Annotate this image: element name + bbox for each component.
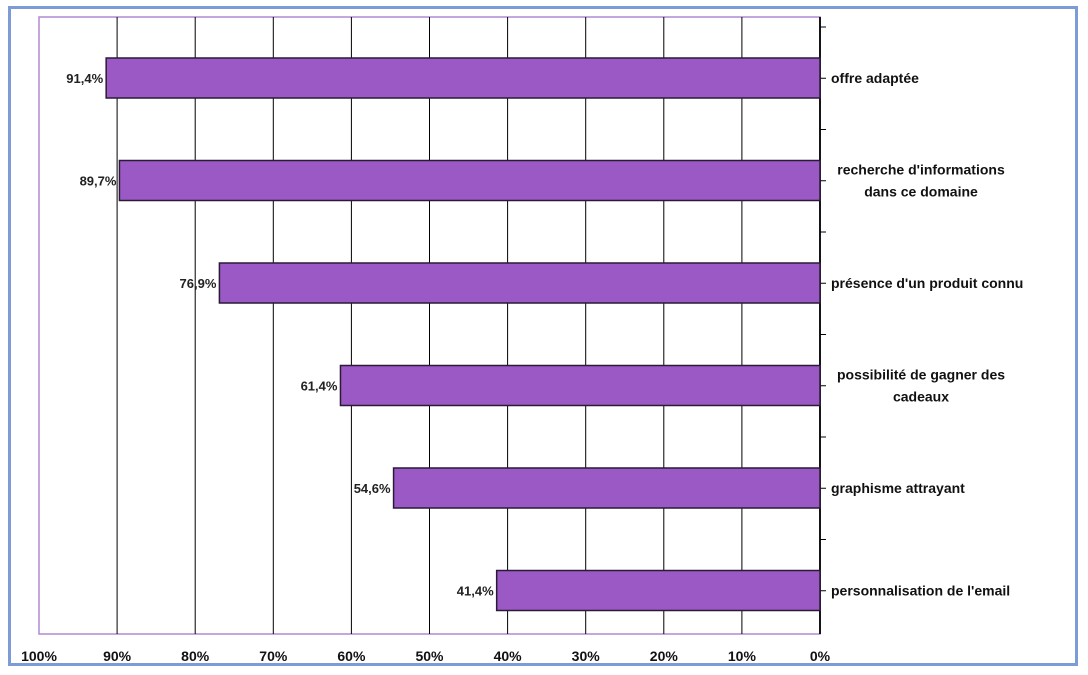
category-label: présence d'un produit connu [831,275,1023,291]
x-tick-label: 60% [337,648,366,663]
x-tick-label: 70% [259,648,288,663]
x-tick-label: 20% [650,648,679,663]
bar-2 [118,159,821,202]
bar-6 [495,569,821,612]
x-tick-label: 40% [494,648,523,663]
bar-5 [392,467,821,509]
chart-frame: 91,4% offre adaptée 89,7% recherche d'infor… [8,6,1078,666]
bar-3 [218,262,821,304]
x-tick-label: 0% [810,648,831,663]
category-label: personnalisation de l'email [831,583,1010,599]
bar-1 [105,57,821,99]
x-tick-label: 100% [21,648,57,663]
bar-value-label: 89,7% [80,174,117,189]
x-tick-label: 80% [181,648,210,663]
bar-4 [339,364,821,407]
x-tick-label: 50% [415,648,444,663]
x-tick-label: 30% [572,648,601,663]
x-tick-label: 10% [728,648,757,663]
bar-value-label: 76,9% [180,276,217,291]
bar-chart: 91,4% offre adaptée 89,7% recherche d'infor… [21,16,1023,663]
category-label: graphisme attrayant [831,480,965,496]
bar-value-label: 91,4% [66,71,103,86]
category-label: recherche d'informations dans ce domaine [837,162,1005,200]
category-label: offre adaptée [831,70,919,86]
category-label: possibilité de gagner des cadeaux [837,367,1005,405]
bar-value-label: 61,4% [301,379,338,394]
bar-value-label: 41,4% [457,584,494,599]
bar-value-label: 54,6% [354,481,391,496]
x-tick-label: 90% [103,648,132,663]
